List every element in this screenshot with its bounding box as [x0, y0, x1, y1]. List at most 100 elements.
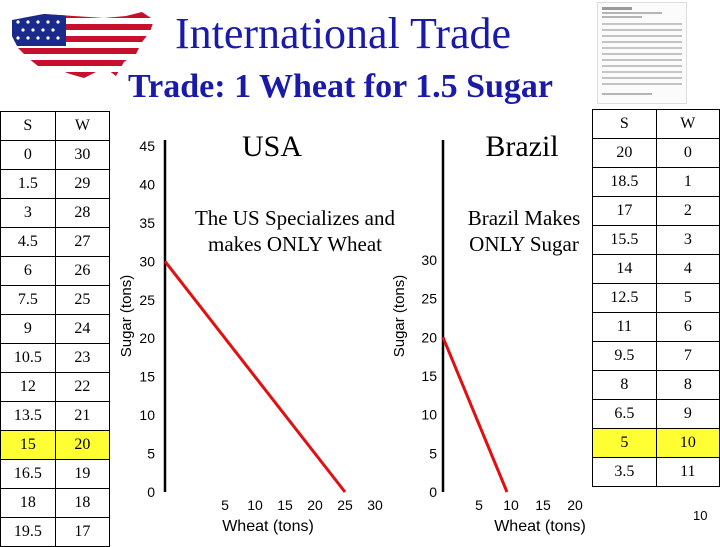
brazil-annotation-line2: ONLY Sugar [469, 232, 579, 256]
usa-x-tick-label: 30 [367, 497, 383, 513]
usa-table-row: 1.5 29 [0, 169, 111, 199]
usa-y-tick-label: 30 [139, 253, 155, 269]
usa-table-cell: 30 [54, 140, 111, 170]
usa-x-axis-label: Wheat (tons) [222, 518, 314, 535]
brazil-table-row: 6.5 9 [592, 399, 720, 429]
usa-annotation-line2: makes ONLY Wheat [208, 232, 382, 256]
usa-table-row: 6 26 [0, 256, 111, 286]
usa-table-cell: 20 [54, 430, 111, 460]
usa-table-row: 10.5 23 [0, 343, 111, 373]
brazil-y-axis-label: Sugar (tons) [391, 275, 408, 358]
textbook-table-thumbnail [597, 2, 687, 104]
usa-x-tick-label: 5 [221, 497, 229, 513]
brazil-table-cell: 11 [655, 457, 720, 487]
brazil-table-row: 3.5 11 [592, 457, 720, 487]
usa-table-cell: 12 [0, 372, 56, 402]
usa-x-tick-label: 20 [307, 497, 323, 513]
brazil-table-cell: 10 [655, 428, 720, 458]
usa-y-tick-label: 10 [139, 407, 155, 423]
brazil-x-tick-label: 20 [567, 497, 583, 513]
brazil-table-cell: 2 [655, 196, 720, 226]
brazil-y-tick-label: 0 [429, 484, 437, 500]
usa-x-tick-label: 10 [247, 497, 263, 513]
brazil-table-cell: 0 [655, 138, 720, 168]
brazil-annotation-line1: Brazil Makes [468, 206, 581, 230]
brazil-x-tick-label: 10 [503, 497, 519, 513]
usa-table-row: 18 18 [0, 488, 111, 518]
brazil-x-tick-label: 5 [475, 497, 483, 513]
usa-table-cell: 22 [54, 372, 111, 402]
usa-table-cell: 26 [54, 256, 111, 286]
usa-table-row: 16.5 19 [0, 459, 111, 489]
usa-y-axis-label: Sugar (tons) [118, 275, 135, 358]
usa-table-cell: 15 [0, 430, 56, 460]
usa-table-cell: 18 [54, 488, 111, 518]
usa-production-table: S W 0 30 1.5 29 3 28 4.5 27 6 26 7.5 25 9 24 10.5 23 12 22 1… [0, 111, 111, 547]
brazil-y-tick-label: 15 [421, 368, 437, 384]
brazil-y-tick-label: 25 [421, 291, 437, 307]
usa-table-row: 15 20 [0, 430, 111, 460]
brazil-table-row: 12.5 5 [592, 283, 720, 313]
usa-flag-map-icon [12, 12, 154, 78]
usa-table-cell: 13.5 [0, 401, 56, 431]
brazil-x-axis-label: Wheat (tons) [494, 518, 586, 535]
brazil-x-tick-label: 15 [535, 497, 551, 513]
usa-y-tick-label: 35 [139, 215, 155, 231]
usa-table-row: 4.5 27 [0, 227, 111, 257]
usa-x-tick-label: 25 [337, 497, 353, 513]
usa-table-row: 13.5 21 [0, 401, 111, 431]
usa-table-cell: 16.5 [0, 459, 56, 489]
brazil-header-cell: S [592, 109, 657, 139]
brazil-y-tick-label: 20 [421, 329, 437, 345]
usa-y-tick-label: 0 [147, 484, 155, 500]
brazil-table-cell: 14 [592, 254, 657, 284]
brazil-table-cell: 9.5 [592, 341, 657, 371]
page-subtitle: Trade: 1 Wheat for 1.5 Sugar [128, 68, 553, 105]
brazil-table-row: 9.5 7 [592, 341, 720, 371]
usa-y-tick-label: 45 [139, 138, 155, 154]
usa-y-tick-label: 25 [139, 292, 155, 308]
usa-chart: USA The US Specializes and makes ONLY Wh… [118, 130, 396, 535]
brazil-table-cell: 17 [592, 196, 657, 226]
usa-header-cell: W [54, 111, 111, 141]
brazil-table-cell: 3.5 [592, 457, 657, 487]
brazil-y-tick-label: 30 [421, 252, 437, 268]
usa-ppf-line [163, 260, 347, 493]
usa-annotation-line1: The US Specializes and [195, 206, 396, 230]
usa-table-cell: 28 [54, 198, 111, 228]
usa-y-tick-label: 5 [147, 446, 155, 462]
brazil-y-tick-label: 10 [421, 407, 437, 423]
brazil-production-table: S W 20 0 18.5 1 17 2 15.5 3 14 4 12.5 5 11 6 9.5 7 8 8 6.5 9 5… [592, 109, 720, 487]
brazil-table-row: 20 0 [592, 138, 720, 168]
brazil-chart: Brazil Brazil Makes ONLY Sugar 30 25 20 15 1… [391, 130, 586, 535]
brazil-header-cell: W [655, 109, 720, 139]
usa-table-row: 3 28 [0, 198, 111, 228]
brazil-table-row: 15.5 3 [592, 225, 720, 255]
page-title: International Trade [175, 9, 512, 58]
brazil-table-cell: 5 [592, 428, 657, 458]
usa-chart-label: USA [242, 130, 302, 163]
brazil-table-cell: 5 [655, 283, 720, 313]
brazil-table-cell: 12.5 [592, 283, 657, 313]
usa-table-cell: 4.5 [0, 227, 56, 257]
usa-x-tick-label: 15 [277, 497, 293, 513]
brazil-table-cell: 9 [655, 399, 720, 429]
usa-y-tick-label: 15 [139, 369, 155, 385]
usa-table-cell: 21 [54, 401, 111, 431]
brazil-table-row: 17 2 [592, 196, 720, 226]
brazil-table-cell: 3 [655, 225, 720, 255]
brazil-table-cell: 4 [655, 254, 720, 284]
brazil-table-row: 5 10 [592, 428, 720, 458]
usa-y-tick-label: 40 [139, 176, 155, 192]
page-number: 10 [693, 508, 708, 523]
brazil-table-cell: 7 [655, 341, 720, 371]
brazil-chart-label: Brazil [485, 130, 558, 163]
usa-table-row: 12 22 [0, 372, 111, 402]
usa-table-cell: 1.5 [0, 169, 56, 199]
brazil-ppf-line [441, 336, 509, 493]
usa-table-cell: 10.5 [0, 343, 56, 373]
usa-table-cell: 19 [54, 459, 111, 489]
brazil-y-tick-label: 5 [429, 445, 437, 461]
